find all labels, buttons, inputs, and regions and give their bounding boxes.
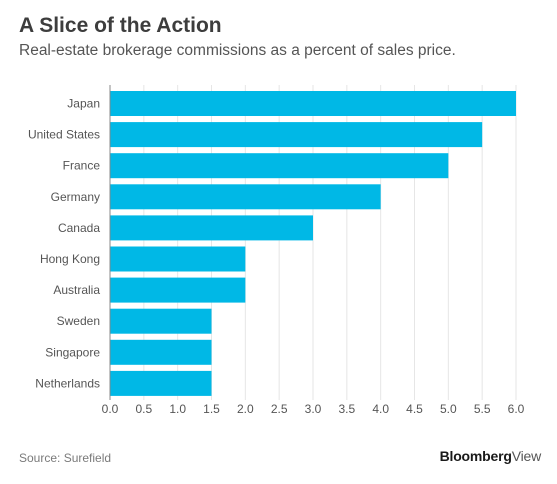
category-label: Canada xyxy=(58,221,100,235)
bar xyxy=(110,215,313,241)
x-tick-label: 2.5 xyxy=(271,402,288,416)
source-note: Source: Surefield xyxy=(19,451,112,465)
category-label: France xyxy=(63,159,101,173)
bar xyxy=(110,277,246,303)
bar xyxy=(110,153,449,179)
x-tick-label: 1.0 xyxy=(169,402,186,416)
category-label: Australia xyxy=(53,283,100,297)
page-title: A Slice of the Action xyxy=(19,14,222,37)
bars xyxy=(110,91,516,396)
category-label: Hong Kong xyxy=(40,252,100,266)
bar-chart: Japan United States France Germany Canada Hon… xyxy=(28,85,525,416)
category-label: Japan xyxy=(67,97,100,111)
x-tick-label: 3.5 xyxy=(338,402,355,416)
x-tick-label: 5.0 xyxy=(440,402,457,416)
category-label: Sweden xyxy=(57,314,100,328)
brand-logo: BloombergView xyxy=(439,448,542,464)
category-labels: Japan United States France Germany Canada Hon… xyxy=(28,97,100,391)
category-label: Singapore xyxy=(45,345,100,359)
x-tick-label: 0.5 xyxy=(135,402,152,416)
x-tick-label: 5.5 xyxy=(474,402,491,416)
category-label: Germany xyxy=(51,190,100,204)
category-label: Netherlands xyxy=(35,376,100,390)
brand-logo-light: View xyxy=(511,448,541,464)
x-axis-tick-labels: 0.0 0.5 1.0 1.5 2.0 2.5 3.0 3.5 4.0 4.5 5.0 5.5 6.0 xyxy=(102,402,525,416)
bar xyxy=(110,122,483,148)
x-tick-label: 3.0 xyxy=(305,402,322,416)
x-tick-label: 6.0 xyxy=(508,402,525,416)
x-tick-label: 4.5 xyxy=(406,402,423,416)
bar xyxy=(110,308,212,334)
x-tick-label: 2.0 xyxy=(237,402,254,416)
bar xyxy=(110,370,212,396)
bar xyxy=(110,246,246,272)
category-label: United States xyxy=(28,128,100,142)
x-tick-label: 1.5 xyxy=(203,402,220,416)
bar xyxy=(110,184,381,210)
x-tick-label: 4.0 xyxy=(372,402,389,416)
bar xyxy=(110,339,212,365)
page-subtitle: Real-estate brokerage commissions as a p… xyxy=(19,42,456,59)
bar xyxy=(110,91,516,116)
brand-logo-bold: Bloomberg xyxy=(439,448,512,464)
x-tick-label: 0.0 xyxy=(102,402,119,416)
